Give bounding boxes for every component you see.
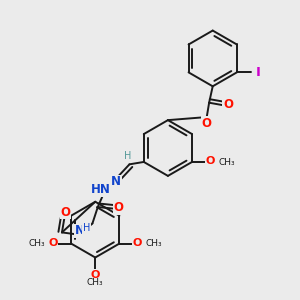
Text: I: I (255, 66, 260, 79)
Text: O: O (61, 206, 71, 219)
Text: O: O (202, 116, 212, 130)
Text: CH₃: CH₃ (29, 239, 45, 248)
Text: CH₃: CH₃ (219, 158, 236, 167)
Text: N: N (111, 176, 121, 188)
Text: H: H (83, 223, 90, 233)
Text: O: O (91, 270, 100, 280)
Text: HN: HN (91, 183, 111, 196)
Text: O: O (49, 238, 58, 248)
Text: H: H (124, 151, 132, 161)
Text: CH₃: CH₃ (146, 239, 162, 248)
Text: CH₃: CH₃ (87, 278, 104, 287)
Text: O: O (223, 98, 233, 111)
Text: O: O (205, 156, 215, 166)
Text: O: O (113, 201, 123, 214)
Text: N: N (75, 224, 85, 237)
Text: O: O (133, 238, 142, 248)
